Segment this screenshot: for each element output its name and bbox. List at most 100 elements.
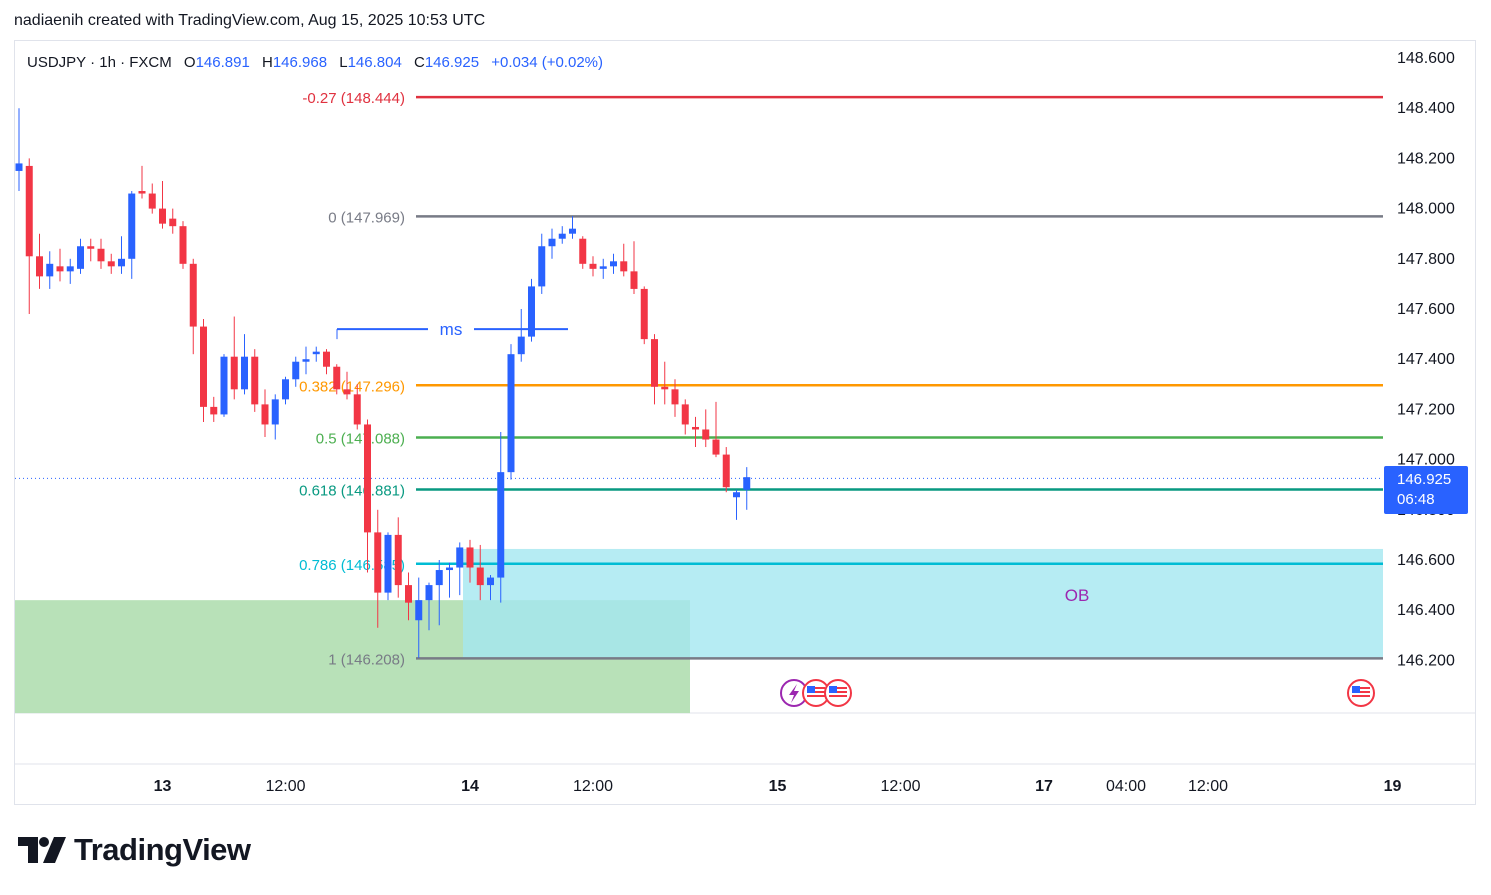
candle-body[interactable] bbox=[364, 424, 371, 533]
candle-body[interactable] bbox=[476, 567, 484, 586]
candle-body[interactable] bbox=[548, 238, 556, 247]
candle-body[interactable] bbox=[220, 356, 228, 415]
candle-body[interactable] bbox=[579, 238, 587, 264]
candle-body[interactable] bbox=[538, 246, 546, 287]
candle-body[interactable] bbox=[282, 379, 289, 400]
candle-body[interactable] bbox=[712, 439, 720, 455]
candle-body[interactable] bbox=[425, 585, 433, 601]
candle-body[interactable] bbox=[36, 256, 43, 277]
candle-body[interactable] bbox=[415, 600, 423, 621]
candle-body[interactable] bbox=[599, 266, 607, 269]
candle-body[interactable] bbox=[46, 263, 54, 277]
candle-body[interactable] bbox=[528, 286, 535, 337]
candle-body[interactable] bbox=[200, 326, 207, 407]
price-axis-label: 147.600 bbox=[1397, 301, 1455, 318]
candle-body[interactable] bbox=[405, 585, 412, 603]
candle-body[interactable] bbox=[394, 534, 402, 586]
candle-body[interactable] bbox=[97, 248, 105, 262]
tradingview-logo[interactable]: TradingView bbox=[18, 832, 251, 868]
candle-body[interactable] bbox=[466, 547, 474, 568]
price-axis-label: 148.600 bbox=[1397, 50, 1455, 67]
candle-body[interactable] bbox=[230, 356, 238, 390]
candle-body[interactable] bbox=[25, 165, 33, 257]
candle-body[interactable] bbox=[640, 288, 648, 340]
fib-level-label: 0 (147.969) bbox=[328, 209, 405, 226]
last-price-tag: 146.925 06:48 bbox=[1384, 466, 1468, 514]
candle-body[interactable] bbox=[148, 193, 156, 209]
candle-body[interactable] bbox=[333, 366, 341, 390]
candle-body[interactable] bbox=[517, 336, 525, 355]
candle-body[interactable] bbox=[66, 266, 74, 272]
candle-body[interactable] bbox=[733, 492, 740, 498]
candle-body[interactable] bbox=[292, 361, 300, 380]
candle-body[interactable] bbox=[56, 266, 64, 272]
flag-stripe bbox=[807, 691, 825, 693]
candle-body[interactable] bbox=[343, 389, 351, 395]
legend-low: 146.804 bbox=[347, 54, 402, 71]
us-event-icon[interactable] bbox=[1347, 679, 1375, 707]
candle-body[interactable] bbox=[210, 406, 218, 415]
flag-stripe bbox=[1352, 687, 1370, 689]
flag-stripe bbox=[1352, 695, 1370, 697]
candle-body[interactable] bbox=[722, 454, 730, 488]
candle-body[interactable] bbox=[353, 394, 361, 425]
candle-body[interactable] bbox=[702, 429, 710, 440]
order-block-zone-rect bbox=[463, 548, 1383, 658]
legend-high-label: H bbox=[262, 54, 273, 71]
candle-body[interactable] bbox=[558, 233, 566, 239]
candle-body[interactable] bbox=[671, 389, 679, 405]
time-axis-label: 12:00 bbox=[1188, 778, 1228, 795]
candle-body[interactable] bbox=[179, 226, 187, 264]
legend-close: 146.925 bbox=[424, 54, 480, 71]
legend-change: +0.034 (+0.02%) bbox=[491, 54, 603, 71]
candle-body[interactable] bbox=[384, 534, 392, 593]
candle-body[interactable] bbox=[610, 261, 617, 267]
candle-body[interactable] bbox=[569, 228, 576, 234]
candle-body[interactable] bbox=[620, 261, 628, 272]
candle-body[interactable] bbox=[692, 426, 699, 430]
legend-close-label: C bbox=[414, 54, 425, 71]
candle-body[interactable] bbox=[138, 191, 146, 194]
lightning-bolt bbox=[789, 684, 799, 703]
candle-body[interactable] bbox=[77, 246, 84, 269]
us-event-icon[interactable] bbox=[802, 679, 830, 707]
candle-body[interactable] bbox=[302, 359, 310, 362]
candle-body[interactable] bbox=[446, 567, 453, 571]
candle-body[interactable] bbox=[651, 339, 658, 387]
chart-legend: USDJPY · 1h · FXCM O146.891 H146.968 L14… bbox=[27, 54, 603, 71]
candle-body[interactable] bbox=[507, 354, 515, 473]
us-event-icon[interactable] bbox=[824, 679, 852, 707]
legend-open-label: O bbox=[183, 54, 196, 71]
candle-body[interactable] bbox=[312, 351, 320, 355]
candle-body[interactable] bbox=[261, 404, 269, 425]
candle-body[interactable] bbox=[743, 477, 751, 490]
time-axis-label: 12:00 bbox=[880, 778, 920, 795]
candle-body[interactable] bbox=[271, 399, 279, 425]
candle-body[interactable] bbox=[241, 356, 248, 390]
candle-body[interactable] bbox=[87, 246, 95, 249]
candle-body[interactable] bbox=[681, 404, 689, 425]
candle-body[interactable] bbox=[251, 356, 259, 405]
candle-body[interactable] bbox=[661, 386, 669, 390]
candle-body[interactable] bbox=[128, 193, 136, 259]
candle-body[interactable] bbox=[189, 263, 197, 327]
candle-body[interactable] bbox=[159, 208, 166, 224]
candle-body[interactable] bbox=[589, 263, 597, 269]
candle-body[interactable] bbox=[630, 271, 638, 289]
candle-body[interactable] bbox=[169, 218, 177, 227]
candle-body[interactable] bbox=[118, 258, 125, 267]
time-axis-label: 12:00 bbox=[573, 778, 613, 795]
ms-label: ms bbox=[440, 320, 463, 339]
price-axis-label: 146.600 bbox=[1397, 552, 1455, 569]
fib-level-label: 0.382 (147.296) bbox=[299, 378, 405, 395]
candle-body[interactable] bbox=[456, 547, 464, 568]
attribution-header: nadiaenih created with TradingView.com, … bbox=[14, 12, 486, 29]
candle-body[interactable] bbox=[374, 532, 382, 593]
candle-body[interactable] bbox=[107, 261, 115, 267]
candle-body[interactable] bbox=[497, 472, 505, 578]
candle-body[interactable] bbox=[487, 577, 494, 586]
candle-body[interactable] bbox=[323, 351, 330, 367]
candle-body[interactable] bbox=[435, 570, 443, 586]
candle-body[interactable] bbox=[15, 163, 23, 171]
